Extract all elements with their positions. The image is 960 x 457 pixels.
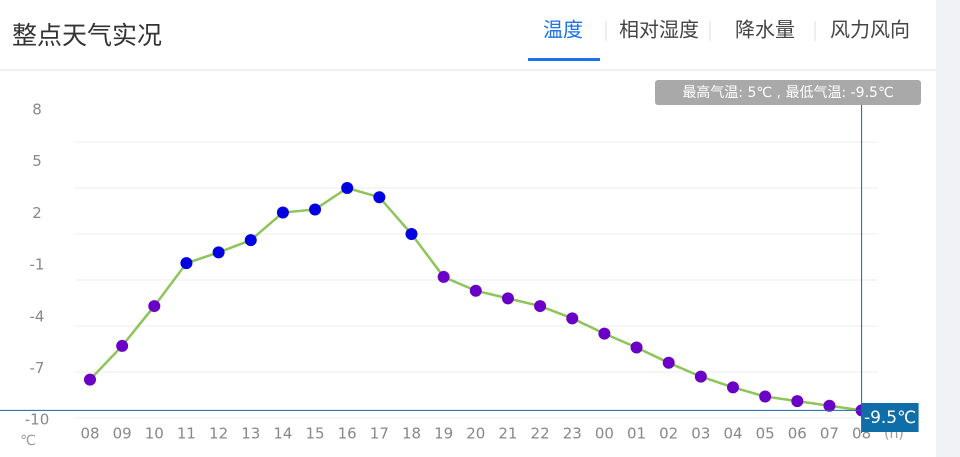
y-tick-label: -10 <box>25 411 50 429</box>
point <box>341 182 354 194</box>
x-tick-label: 03 <box>691 425 710 443</box>
point <box>244 234 257 247</box>
x-tick-label: 06 <box>788 425 807 443</box>
point <box>212 246 225 259</box>
tab[interactable]: 温度 <box>543 18 583 42</box>
tooltip-box <box>655 80 921 105</box>
x-tick-label: 15 <box>306 425 325 443</box>
tooltip: 最高气温: 5℃ , 最低气温: -9.5℃ <box>682 84 893 101</box>
point <box>116 339 129 352</box>
tab[interactable]: 相对湿度 <box>619 18 699 42</box>
x-tick-label: 10 <box>145 425 164 443</box>
point <box>791 395 804 408</box>
y-unit: ℃ <box>20 433 36 449</box>
x-tick-label: 23 <box>563 425 582 443</box>
tab[interactable]: 风力风向 <box>830 18 910 42</box>
point <box>469 284 482 297</box>
x-tick-label: 00 <box>595 425 614 443</box>
x-tick-label: 20 <box>466 425 485 443</box>
point <box>566 312 579 325</box>
point <box>534 300 547 313</box>
y-tick-label: 8 <box>32 101 42 119</box>
point <box>405 228 418 240</box>
x-tick-label: 05 <box>756 425 775 443</box>
point <box>180 257 193 270</box>
point <box>759 390 772 403</box>
title: 整点天气实况 <box>12 21 162 50</box>
crosshair-label-box <box>861 403 919 432</box>
y-tick-label: 5 <box>32 152 42 170</box>
x-tick-label: 08 <box>80 425 99 443</box>
x-tick-label: 13 <box>241 425 260 443</box>
point <box>437 270 450 283</box>
x-tick-label: 09 <box>113 425 132 443</box>
x-tick-label: 19 <box>434 425 453 443</box>
x-tick-label: 04 <box>723 425 742 443</box>
point <box>84 373 96 386</box>
x-tick-label: 12 <box>209 425 228 443</box>
x-tick-label: 17 <box>370 425 389 443</box>
point <box>823 399 836 412</box>
point <box>501 292 514 305</box>
plot: 852-1-4-7-10℃ (h)08 09 10 11 12 13 14 15 16 17 18 19… <box>0 80 921 449</box>
side-strip <box>936 0 960 457</box>
x-tick-label: 11 <box>177 425 196 443</box>
y-tick-label: -4 <box>30 307 45 325</box>
y-tick-label: -7 <box>30 359 45 377</box>
x-tick-label: 18 <box>402 425 421 443</box>
x-tick-label: 22 <box>531 425 550 443</box>
point <box>598 327 611 340</box>
point <box>630 341 643 354</box>
point <box>727 381 739 394</box>
x-tick-label: 01 <box>627 425 646 443</box>
y-tick-label: 2 <box>32 204 42 222</box>
point <box>662 356 675 369</box>
y-tick-label: -1 <box>30 256 45 274</box>
point <box>309 203 322 216</box>
point <box>276 206 289 219</box>
point <box>694 370 707 383</box>
x-tick-label: 14 <box>273 425 292 443</box>
tab[interactable]: 降水量 <box>735 18 795 42</box>
x-tick-label: 16 <box>338 425 357 443</box>
x-tick-label: 21 <box>498 425 517 443</box>
tabs: 温度 相对湿度 降水量 风力风向 <box>528 18 910 61</box>
point <box>148 300 161 313</box>
x-tick-label: 02 <box>659 425 678 443</box>
point <box>373 191 386 204</box>
series-line <box>89 186 862 412</box>
tab-underline <box>528 58 600 61</box>
crosshair-label: -9.5℃ <box>864 408 916 428</box>
x-tick-label: 07 <box>820 425 839 443</box>
